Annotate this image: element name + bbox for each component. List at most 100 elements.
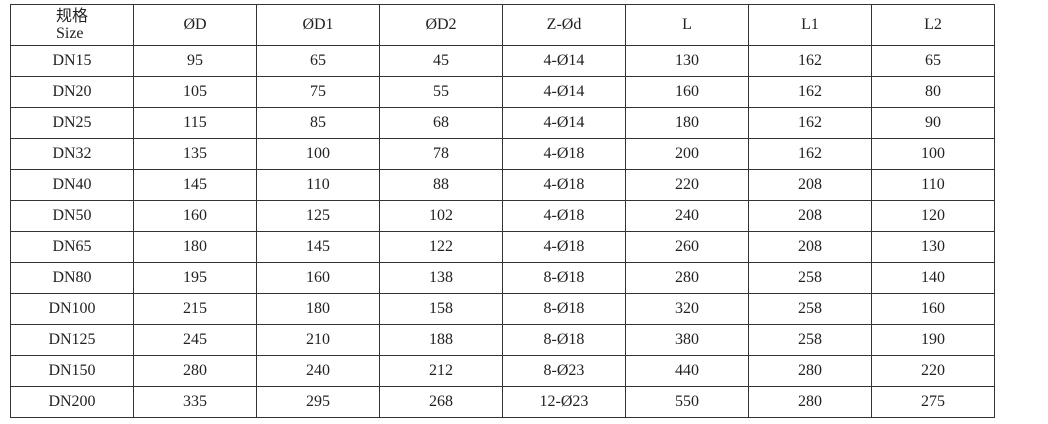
size-cell: DN25 — [10, 107, 134, 139]
table-cell: 85 — [256, 107, 380, 139]
table-row: DN125 245 210 188 8-Ø18 380 258 190 — [10, 324, 995, 356]
table-row: DN25 115 85 68 4-Ø14 180 162 90 — [10, 107, 995, 139]
table-cell: 160 — [133, 200, 257, 232]
table-cell: 120 — [871, 200, 995, 232]
table-cell: 162 — [748, 76, 872, 108]
size-cell: DN40 — [10, 169, 134, 201]
table-row: DN100 215 180 158 8-Ø18 320 258 160 — [10, 293, 995, 325]
table-cell: 275 — [871, 386, 995, 418]
table-cell: 8-Ø18 — [502, 324, 626, 356]
table-cell: 4-Ø18 — [502, 231, 626, 263]
table-cell: 110 — [256, 169, 380, 201]
table-cell: 160 — [256, 262, 380, 294]
table-cell: 162 — [748, 107, 872, 139]
table-cell: 95 — [133, 45, 257, 77]
table-cell: 160 — [871, 293, 995, 325]
table-cell: 380 — [625, 324, 749, 356]
table-cell: 130 — [871, 231, 995, 263]
table-cell: 8-Ø18 — [502, 293, 626, 325]
size-cell: DN65 — [10, 231, 134, 263]
table-cell: 55 — [379, 76, 503, 108]
table-row: DN40 145 110 88 4-Ø18 220 208 110 — [10, 169, 995, 201]
table-row: DN15 95 65 45 4-Ø14 130 162 65 — [10, 45, 995, 77]
table-cell: 115 — [133, 107, 257, 139]
table-cell: 180 — [133, 231, 257, 263]
table-cell: 100 — [871, 138, 995, 170]
table-cell: 240 — [256, 355, 380, 387]
table-cell: 88 — [379, 169, 503, 201]
table-cell: 65 — [256, 45, 380, 77]
table-cell: 130 — [625, 45, 749, 77]
table-cell: 208 — [748, 231, 872, 263]
header-cell: ØD1 — [256, 4, 380, 46]
table-row: DN32 135 100 78 4-Ø18 200 162 100 — [10, 138, 995, 170]
table-cell: 260 — [625, 231, 749, 263]
table-cell: 162 — [748, 138, 872, 170]
table-cell: 440 — [625, 355, 749, 387]
table-cell: 240 — [625, 200, 749, 232]
table-cell: 4-Ø14 — [502, 76, 626, 108]
size-cell: DN100 — [10, 293, 134, 325]
table-cell: 280 — [748, 386, 872, 418]
table-cell: 102 — [379, 200, 503, 232]
table-cell: 8-Ø23 — [502, 355, 626, 387]
table-cell: 220 — [871, 355, 995, 387]
table-cell: 280 — [748, 355, 872, 387]
table-cell: 78 — [379, 138, 503, 170]
table-row: DN65 180 145 122 4-Ø18 260 208 130 — [10, 231, 995, 263]
table-cell: 65 — [871, 45, 995, 77]
size-cell: DN32 — [10, 138, 134, 170]
header-cell: L1 — [748, 4, 872, 46]
size-cell: DN150 — [10, 355, 134, 387]
size-cell: DN200 — [10, 386, 134, 418]
table-cell: 125 — [256, 200, 380, 232]
table-cell: 280 — [133, 355, 257, 387]
table-cell: 280 — [625, 262, 749, 294]
table-cell: 4-Ø18 — [502, 138, 626, 170]
table-cell: 162 — [748, 45, 872, 77]
table-row: DN200 335 295 268 12-Ø23 550 280 275 — [10, 386, 995, 418]
header-cell: L2 — [871, 4, 995, 46]
header-size: 规格 Size — [10, 4, 134, 46]
header-row: 规格 Size ØD ØD1 ØD2 Z-Ød L L1 L2 — [10, 4, 995, 46]
table-row: DN150 280 240 212 8-Ø23 440 280 220 — [10, 355, 995, 387]
header-cell: Z-Ød — [502, 4, 626, 46]
table-cell: 295 — [256, 386, 380, 418]
table-cell: 110 — [871, 169, 995, 201]
table-cell: 245 — [133, 324, 257, 356]
table-cell: 90 — [871, 107, 995, 139]
table-cell: 8-Ø18 — [502, 262, 626, 294]
table-cell: 268 — [379, 386, 503, 418]
table-cell: 4-Ø14 — [502, 45, 626, 77]
table-cell: 158 — [379, 293, 503, 325]
table-row: DN20 105 75 55 4-Ø14 160 162 80 — [10, 76, 995, 108]
size-cell: DN20 — [10, 76, 134, 108]
table-cell: 195 — [133, 262, 257, 294]
header-cell: ØD — [133, 4, 257, 46]
table-cell: 145 — [256, 231, 380, 263]
table-cell: 105 — [133, 76, 257, 108]
table-cell: 160 — [625, 76, 749, 108]
table-cell: 215 — [133, 293, 257, 325]
header-cell: ØD2 — [379, 4, 503, 46]
table-cell: 145 — [133, 169, 257, 201]
table-cell: 320 — [625, 293, 749, 325]
table-cell: 4-Ø18 — [502, 169, 626, 201]
table-cell: 220 — [625, 169, 749, 201]
table-cell: 75 — [256, 76, 380, 108]
table-cell: 208 — [748, 200, 872, 232]
table-cell: 138 — [379, 262, 503, 294]
table-cell: 188 — [379, 324, 503, 356]
table-cell: 4-Ø18 — [502, 200, 626, 232]
table-cell: 200 — [625, 138, 749, 170]
dimensions-table: 规格 Size ØD ØD1 ØD2 Z-Ød L L1 L2 DN15 95 65 4… — [10, 4, 995, 418]
size-cell: DN80 — [10, 262, 134, 294]
table-cell: 122 — [379, 231, 503, 263]
table-cell: 258 — [748, 324, 872, 356]
header-cell: L — [625, 4, 749, 46]
table-cell: 180 — [625, 107, 749, 139]
size-cell: DN50 — [10, 200, 134, 232]
size-cell: DN15 — [10, 45, 134, 77]
table-cell: 45 — [379, 45, 503, 77]
table-cell: 190 — [871, 324, 995, 356]
